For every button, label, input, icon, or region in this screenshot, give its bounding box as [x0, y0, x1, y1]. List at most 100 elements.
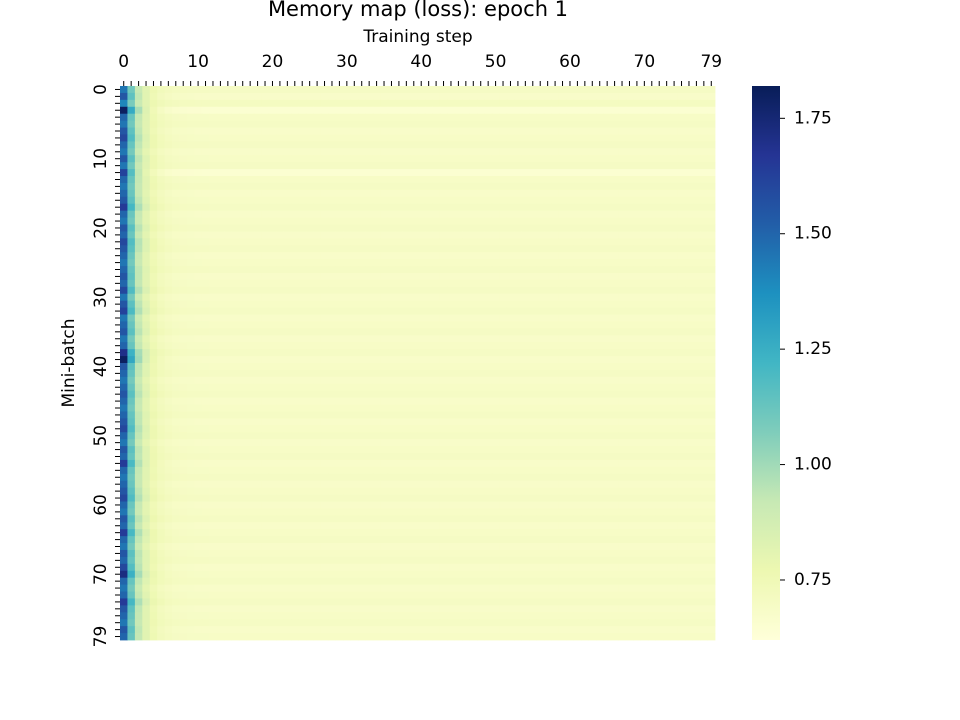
heatmap-cell — [536, 390, 545, 399]
heatmap-cell — [417, 342, 426, 350]
heatmap-cell — [216, 224, 225, 232]
heatmap-cell — [372, 459, 381, 468]
heatmap-cell — [677, 120, 686, 128]
heatmap-cell — [677, 127, 686, 135]
heatmap-cell — [454, 293, 463, 302]
heatmap-cell — [640, 293, 649, 302]
heatmap-cell — [692, 342, 701, 350]
heatmap-cell — [618, 113, 627, 122]
heatmap-cell — [581, 92, 589, 101]
heatmap-cell — [372, 418, 381, 426]
heatmap-cell — [640, 113, 649, 122]
heatmap-cell — [365, 328, 374, 336]
heatmap-cell — [253, 141, 262, 149]
heatmap-cell — [224, 169, 232, 177]
heatmap-cell — [551, 439, 560, 447]
heatmap-cell — [692, 203, 701, 212]
heatmap-cell — [566, 196, 575, 205]
heatmap-cell — [268, 390, 277, 399]
heatmap-cell — [298, 155, 307, 163]
heatmap-cell — [633, 349, 642, 357]
heatmap-cell — [633, 425, 642, 433]
heatmap-cell — [566, 307, 575, 315]
heatmap-cell — [491, 176, 500, 184]
heatmap-cell — [558, 376, 567, 385]
heatmap-cell — [358, 494, 366, 502]
heatmap-cell — [558, 238, 567, 246]
heatmap-cell — [343, 300, 351, 308]
heatmap-cell — [283, 349, 292, 357]
heatmap-cell — [194, 439, 203, 447]
heatmap-cell — [283, 515, 292, 523]
heatmap-cell — [365, 307, 374, 315]
heatmap-cell — [365, 466, 374, 475]
heatmap-cell — [261, 432, 270, 440]
heatmap-cell — [372, 335, 381, 343]
heatmap-cell — [276, 134, 285, 142]
heatmap-cell — [253, 259, 262, 267]
heatmap-cell — [328, 432, 337, 440]
heatmap-cell — [305, 390, 314, 399]
heatmap-cell — [529, 92, 537, 101]
heatmap-cell — [402, 466, 411, 475]
heatmap-cell — [655, 383, 664, 392]
heatmap-cell — [239, 176, 247, 184]
heatmap-cell — [640, 259, 649, 267]
heatmap-cell — [462, 432, 470, 440]
heatmap-cell — [216, 473, 225, 482]
heatmap-cell — [283, 363, 292, 371]
heatmap-cell — [543, 224, 552, 232]
heatmap-cell — [603, 307, 612, 315]
heatmap-cell — [164, 418, 173, 426]
heatmap-cell — [707, 480, 716, 489]
heatmap-cell — [707, 446, 716, 454]
heatmap-cell — [410, 92, 418, 101]
heatmap-cell — [469, 259, 478, 267]
heatmap-cell — [246, 266, 255, 274]
heatmap-cell — [491, 286, 500, 295]
heatmap-cell — [506, 189, 515, 198]
heatmap-cell — [387, 189, 396, 198]
heatmap-cell — [231, 106, 240, 115]
heatmap-cell — [328, 369, 337, 378]
heatmap-cell — [127, 314, 136, 322]
heatmap-cell — [246, 203, 255, 212]
heatmap-cell — [618, 459, 627, 468]
heatmap-cell — [477, 314, 485, 322]
heatmap-cell — [596, 369, 604, 378]
heatmap-cell — [305, 356, 314, 364]
heatmap-cell — [484, 224, 493, 232]
heatmap-cell — [380, 342, 389, 350]
heatmap-cell — [157, 390, 166, 399]
heatmap-cell — [246, 494, 255, 502]
heatmap-cell — [186, 342, 195, 350]
heatmap-cell — [231, 404, 240, 412]
heatmap-cell — [276, 494, 285, 502]
heatmap-cell — [454, 390, 463, 399]
heatmap-cell — [134, 169, 143, 177]
heatmap-cell — [618, 182, 627, 191]
heatmap-cell — [335, 466, 344, 475]
heatmap-cell — [239, 432, 247, 440]
heatmap-cell — [261, 162, 270, 170]
heatmap-cell — [127, 515, 136, 523]
heatmap-cell — [655, 217, 664, 225]
heatmap-cell — [700, 231, 708, 239]
heatmap-cell — [395, 86, 404, 94]
heatmap-cell — [395, 279, 404, 288]
heatmap-cell — [328, 203, 337, 212]
heatmap-cell — [462, 238, 470, 246]
heatmap-cell — [424, 196, 433, 205]
heatmap-cell — [358, 286, 366, 295]
heatmap-cell — [536, 134, 545, 142]
heatmap-cell — [477, 266, 485, 274]
heatmap-cell — [291, 501, 299, 509]
heatmap-cell — [551, 432, 560, 440]
heatmap-cell — [335, 238, 344, 246]
heatmap-cell — [134, 196, 143, 205]
heatmap-cell — [216, 369, 225, 378]
heatmap-cell — [157, 286, 166, 295]
heatmap-cell — [320, 321, 329, 329]
heatmap-cell — [239, 418, 247, 426]
heatmap-cell — [350, 217, 359, 225]
